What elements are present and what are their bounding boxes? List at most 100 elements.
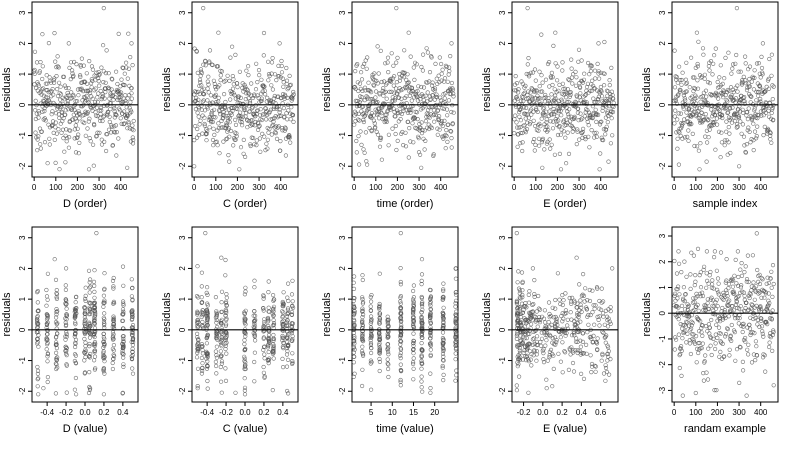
data-point <box>280 309 285 314</box>
data-point <box>558 335 563 340</box>
data-point <box>73 295 79 300</box>
data-point <box>696 112 702 118</box>
data-point <box>130 349 135 355</box>
data-point <box>364 66 369 71</box>
data-point <box>78 74 83 79</box>
data-point <box>258 107 263 112</box>
data-point <box>676 129 681 134</box>
data-point <box>682 90 687 95</box>
data-point <box>763 110 769 115</box>
data-point <box>569 75 575 80</box>
data-point <box>35 137 40 142</box>
data-point <box>398 351 403 356</box>
data-point <box>690 131 695 136</box>
data-point <box>544 117 549 122</box>
data-point <box>587 72 592 77</box>
data-point <box>204 138 209 143</box>
data-point <box>251 113 257 118</box>
data-point <box>419 84 424 90</box>
data-point <box>97 83 102 88</box>
data-point <box>600 138 606 143</box>
data-point <box>45 354 50 359</box>
data-point <box>383 82 389 87</box>
data-point <box>700 333 705 339</box>
data-point <box>73 320 78 325</box>
x-tick-label: -0.2 <box>59 408 73 417</box>
data-points <box>512 6 616 172</box>
data-point <box>709 317 714 323</box>
data-points <box>32 6 136 172</box>
data-point <box>600 108 605 113</box>
data-point <box>110 324 115 330</box>
data-point <box>405 85 410 90</box>
data-point <box>449 129 454 134</box>
y-tick-label: 1 <box>498 71 507 76</box>
data-point <box>691 253 697 258</box>
data-point <box>532 148 537 153</box>
data-point <box>736 274 741 280</box>
data-point <box>252 123 257 128</box>
data-point <box>695 64 700 69</box>
data-point <box>243 96 248 102</box>
data-point <box>35 309 40 314</box>
data-point <box>200 319 205 325</box>
data-point <box>56 127 61 132</box>
data-point <box>195 331 200 337</box>
data-point <box>388 107 393 112</box>
data-point <box>76 93 81 98</box>
data-point <box>679 82 684 87</box>
data-point <box>738 69 743 74</box>
data-point <box>743 81 749 86</box>
data-point <box>726 314 731 319</box>
data-point <box>771 383 776 388</box>
data-point <box>520 81 525 86</box>
y-tick-label: 3 <box>18 235 27 240</box>
x-tick-label: 0.0 <box>239 408 251 417</box>
data-point <box>714 122 720 127</box>
data-point <box>533 123 538 129</box>
data-point <box>536 96 541 101</box>
data-point <box>243 154 248 159</box>
data-point <box>695 78 700 83</box>
data-point <box>36 308 41 313</box>
y-tick-label: -1 <box>498 356 507 364</box>
data-point <box>565 323 570 328</box>
data-point <box>602 322 607 327</box>
data-point <box>257 136 263 141</box>
data-point <box>51 92 56 97</box>
data-point <box>65 98 71 104</box>
data-point <box>64 139 69 144</box>
data-point <box>390 76 396 81</box>
data-point <box>240 123 245 128</box>
data-point <box>73 337 79 343</box>
data-point <box>416 150 422 155</box>
data-point <box>551 119 556 124</box>
x-tick-label: 200 <box>551 183 565 192</box>
data-point <box>391 63 396 68</box>
data-point <box>712 249 718 254</box>
data-point <box>450 121 455 126</box>
data-point <box>749 94 754 99</box>
data-point <box>266 338 272 344</box>
data-point <box>525 6 530 11</box>
data-point <box>195 264 200 269</box>
data-point <box>393 114 398 119</box>
data-point <box>567 295 572 301</box>
data-point <box>54 362 59 367</box>
data-point <box>223 78 228 83</box>
data-point <box>102 317 107 322</box>
data-point <box>756 61 762 66</box>
data-point <box>129 86 134 91</box>
data-point <box>86 119 91 124</box>
data-point <box>53 391 59 396</box>
data-point <box>724 257 729 262</box>
data-point <box>63 112 68 117</box>
data-point <box>543 95 548 100</box>
data-point <box>724 89 730 95</box>
data-point <box>675 117 680 122</box>
data-point <box>266 279 271 284</box>
data-point <box>121 65 126 71</box>
data-point <box>71 59 77 65</box>
data-point <box>44 321 49 326</box>
